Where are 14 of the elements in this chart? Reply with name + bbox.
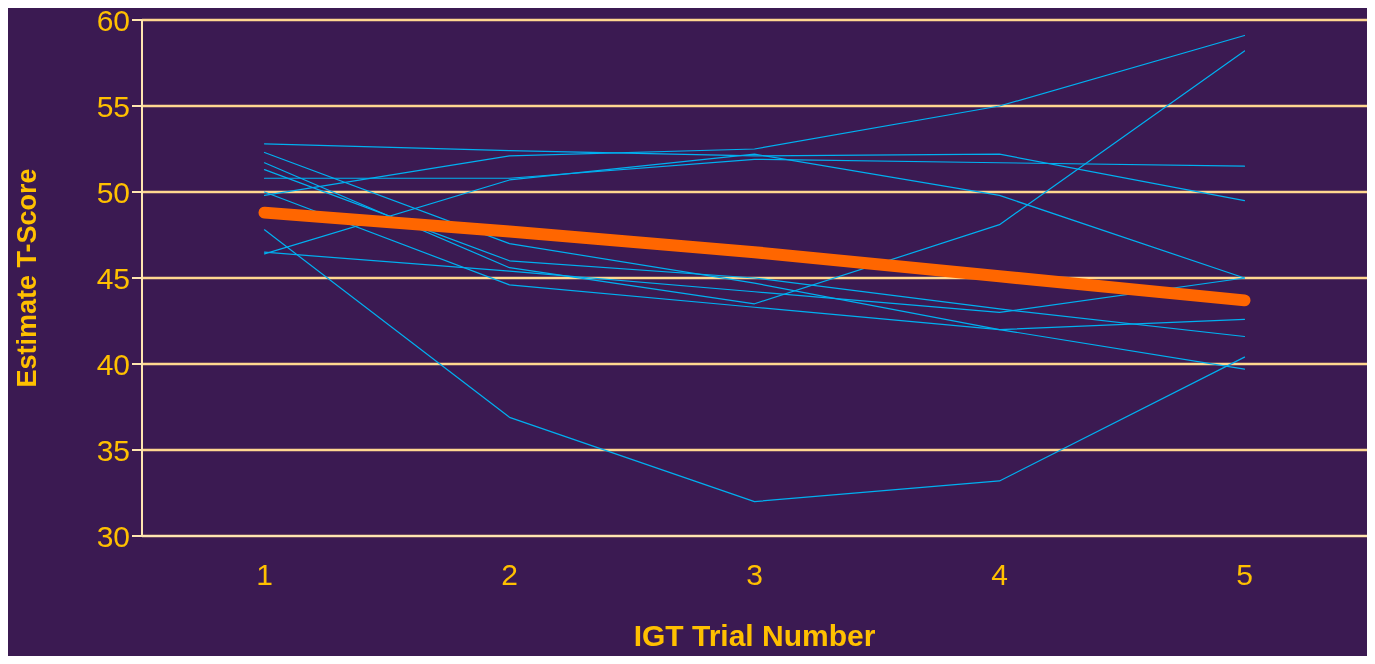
- x-tick-label: 4: [991, 558, 1008, 592]
- x-tick-label: 2: [501, 558, 518, 592]
- x-tick-label: 3: [746, 558, 763, 592]
- x-tick-label: 1: [256, 558, 273, 592]
- y-tick-label: 50: [96, 175, 130, 209]
- y-tick-label: 60: [96, 3, 130, 37]
- y-tick-label: 45: [96, 261, 130, 295]
- y-tick-label: 40: [96, 347, 130, 381]
- x-axis-title: IGT Trial Number: [633, 619, 876, 652]
- y-tick-label: 30: [96, 519, 130, 553]
- y-axis-title: Estimate T-Score: [11, 168, 42, 388]
- y-tick-label: 55: [96, 89, 130, 123]
- x-tick-label: 5: [1236, 558, 1253, 592]
- y-tick-label: 35: [96, 433, 130, 467]
